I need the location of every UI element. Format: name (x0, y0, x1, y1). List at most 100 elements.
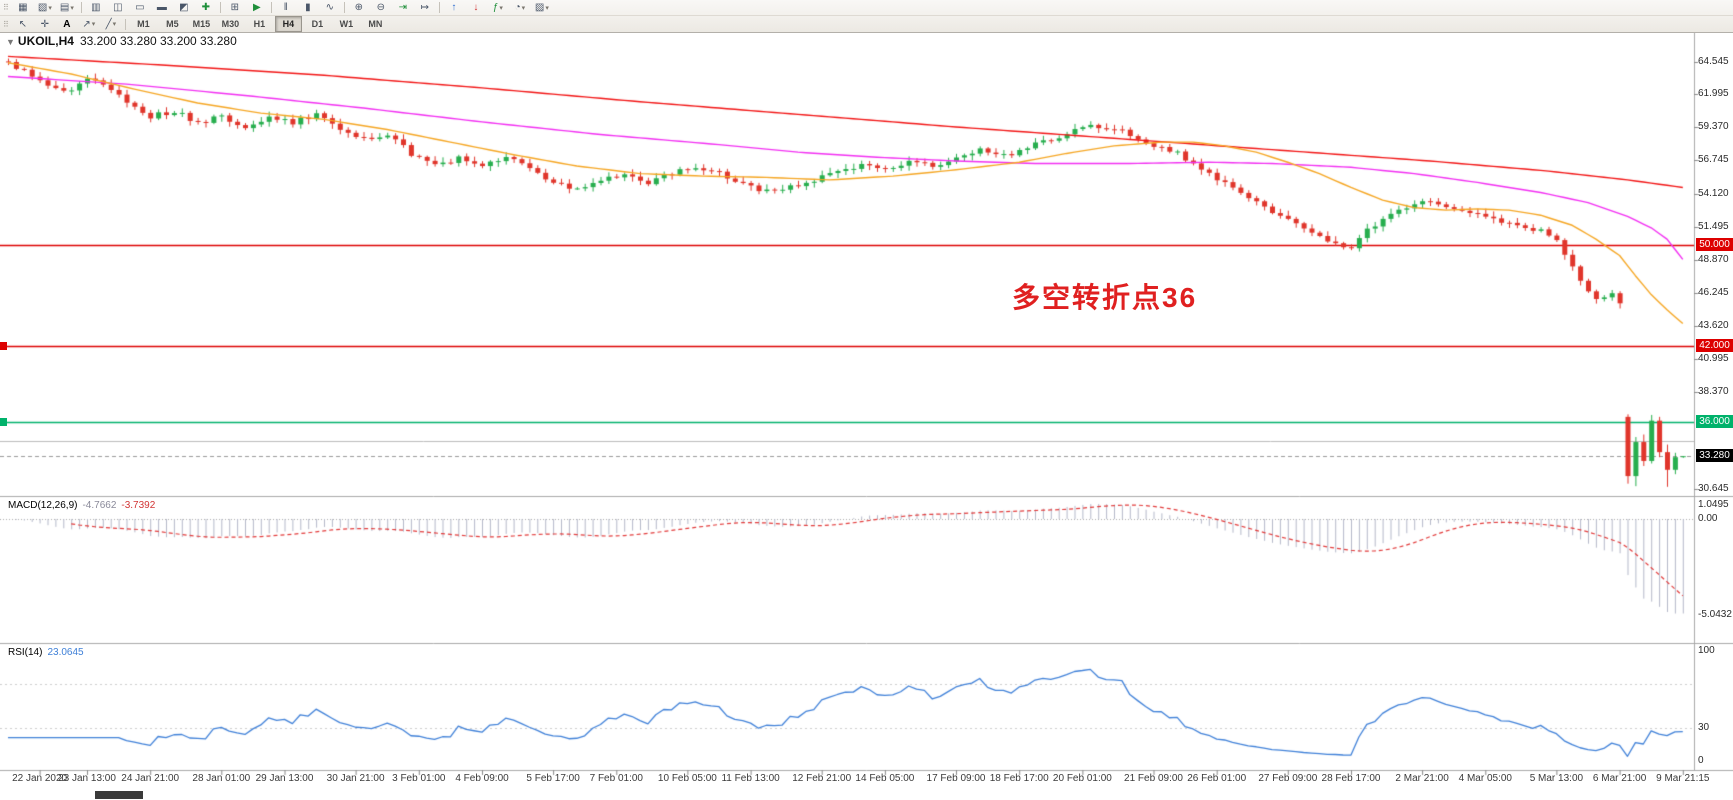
templates-button[interactable]: ▨ ▾ (531, 0, 553, 15)
new-order-icon: ✚ (201, 2, 211, 13)
time-axis-label: 7 Feb 01:00 (589, 773, 643, 784)
toolbar-separator (343, 2, 345, 13)
crosshair-button[interactable]: ✛ (34, 17, 56, 32)
timeframe-button-m5[interactable]: M5 (166, 19, 179, 29)
toolbar-row-standard: ⠿ ▦ ▧ ▾ ▤ ▾ ▥ ◫ ▭ ▬ ◩ ✚ ⊞ ▶ ‖ ▮ ∿ ⊕ ⊖ ⇥ ↦ ↑ ↓ ƒ ▾ ◔ ▾ ▨ ▾ (0, 0, 1733, 16)
cursor-button[interactable]: ↖ (12, 17, 34, 32)
time-axis-label: 9 Mar 21:15 (1656, 773, 1710, 784)
crosshair-icon: ✛ (40, 18, 50, 30)
metaeditor-button[interactable]: ⊞ (224, 0, 246, 15)
macd-main-value: -4.7662 (82, 500, 117, 511)
menu-grid-icon: ▦ (18, 2, 28, 13)
time-axis[interactable] (0, 771, 1733, 789)
timeframe-button-mn[interactable]: MN (368, 19, 383, 29)
chart-line-button[interactable]: ∿ (319, 0, 341, 15)
toolbar-row-tools: ⠿ ↖ ✛ A ↗ ▾ ╱ ▾ M1 M5 M15 M30 H1 H4 D1 W1 MN (0, 16, 1733, 32)
buy-arrow-button[interactable]: ↑ (443, 0, 465, 15)
cursor-icon: ↖ (18, 18, 28, 30)
periods-button[interactable]: ◔ ▾ (509, 0, 531, 15)
time-axis-label: 10 Feb 05:00 (657, 773, 717, 784)
time-axis-label: 4 Mar 05:00 (1458, 773, 1512, 784)
templates-icon: ▨ (534, 2, 545, 13)
dropdown-arrow-icon: ▾ (545, 4, 549, 12)
price-scale[interactable] (1695, 32, 1733, 770)
chart-shift-button[interactable]: ↦ (414, 0, 436, 15)
time-axis-label: 22 Jan 2020 (12, 773, 68, 784)
menu-grid-button[interactable]: ▦ (12, 0, 34, 15)
macd-scale-label: 1.0495 (1698, 499, 1729, 510)
arrow-tool-button[interactable]: ↗ ▾ (78, 17, 100, 32)
time-axis-label: 29 Jan 13:00 (255, 773, 314, 784)
price-tick-label: 59.370 (1698, 121, 1729, 133)
timeframe-button-m1[interactable]: M1 (137, 19, 150, 29)
symbol-timeframe-label: UKOIL,H4 (17, 34, 74, 48)
chart-symbol-ohlc: ▼ UKOIL,H4 33.200 33.280 33.200 33.280 (6, 34, 237, 48)
profiles-button[interactable]: ▤ ▾ (56, 0, 78, 15)
timeframe-button-h1[interactable]: H1 (253, 19, 266, 29)
hline-price-label: 50.000 (1696, 238, 1733, 252)
macd-name: MACD(12,26,9) (8, 500, 78, 511)
macd-signal-value: -3.7392 (121, 500, 156, 511)
data-window-button[interactable]: ◫ (107, 0, 129, 15)
zoom-in-button[interactable]: ⊕ (348, 0, 370, 15)
dropdown-arrow-icon: ▾ (70, 4, 74, 12)
zoom-out-button[interactable]: ⊖ (370, 0, 392, 15)
time-axis-label: 2 Mar 21:00 (1395, 773, 1449, 784)
market-watch-button[interactable]: ▥ (85, 0, 107, 15)
auto-scroll-icon: ⇥ (398, 2, 408, 13)
chart-annotation-text: 多空转折点36 (1012, 282, 1198, 313)
auto-scroll-button[interactable]: ⇥ (392, 0, 414, 15)
new-order-button[interactable]: ✚ (195, 0, 217, 15)
chart-bars-icon: ‖ (283, 2, 288, 13)
timeframe-group: M1 M5 M15 M30 H1 H4 D1 W1 MN (129, 16, 390, 32)
line-tool-button[interactable]: ╱ ▾ (100, 17, 122, 32)
chart-shift-icon: ↦ (420, 2, 430, 13)
time-axis-label: 26 Feb 01:00 (1187, 773, 1247, 784)
new-chart-button[interactable]: ▧ ▾ (34, 0, 56, 15)
bottom-scrollbar-thumb[interactable] (95, 791, 143, 799)
timeframe-button-d1[interactable]: D1 (311, 19, 324, 29)
price-tick-label: 51.495 (1698, 220, 1729, 232)
arrow-tool-icon: ↗ (82, 18, 91, 30)
macd-scale-label: 0.00 (1698, 513, 1718, 524)
sell-arrow-button[interactable]: ↓ (465, 0, 487, 15)
time-axis-label: 28 Feb 17:00 (1321, 773, 1381, 784)
timeframe-button-m15[interactable]: M15 (192, 19, 211, 29)
chart-candles-button[interactable]: ▮ (297, 0, 319, 15)
dropdown-arrow-icon: ▾ (521, 4, 526, 12)
hline-price-label: 36.000 (1696, 414, 1733, 428)
profiles-icon: ▤ (59, 2, 70, 13)
dropdown-arrow-icon: ▾ (112, 21, 117, 28)
rsi-scale-label: 0 (1698, 755, 1704, 766)
price-tick-label: 46.245 (1698, 286, 1729, 298)
market-watch-icon: ▥ (91, 2, 101, 13)
toolbar-separator (124, 18, 126, 30)
chart-bars-button[interactable]: ‖ (275, 0, 297, 15)
price-tick-label: 56.745 (1698, 154, 1729, 166)
strategy-tester-button[interactable]: ◩ (173, 0, 195, 15)
text-tool-button[interactable]: A (56, 17, 78, 32)
time-axis-label: 21 Feb 09:00 (1124, 773, 1183, 784)
timeframe-button-w1[interactable]: W1 (339, 19, 354, 29)
indicators-button[interactable]: ƒ ▾ (487, 0, 509, 15)
hline-left-marker (0, 342, 7, 351)
timeframe-button-h4[interactable]: H4 (274, 16, 302, 32)
chart-dropdown-icon[interactable]: ▼ (6, 37, 15, 47)
terminal-button[interactable]: ▬ (151, 0, 173, 15)
timeframe-button-m30[interactable]: M30 (221, 19, 240, 29)
periods-icon: ◔ (514, 2, 521, 13)
time-axis-label: 5 Feb 17:00 (526, 773, 580, 784)
toolbar-separator (270, 2, 272, 13)
rsi-indicator-label: RSI(14) 23.0645 (8, 647, 89, 658)
autotrading-button[interactable]: ▶ (246, 0, 268, 15)
price-tick-label: 48.870 (1698, 253, 1729, 265)
toolbar-grip-icon: ⠿ (3, 3, 9, 12)
chart-candles-icon: ▮ (305, 2, 311, 13)
dropdown-arrow-icon: ▾ (48, 4, 52, 12)
time-axis-label: 18 Feb 17:00 (989, 773, 1049, 784)
metaeditor-icon: ⊞ (230, 2, 240, 13)
navigator-button[interactable]: ▭ (129, 0, 151, 15)
time-axis-label: 17 Feb 09:00 (926, 773, 986, 784)
